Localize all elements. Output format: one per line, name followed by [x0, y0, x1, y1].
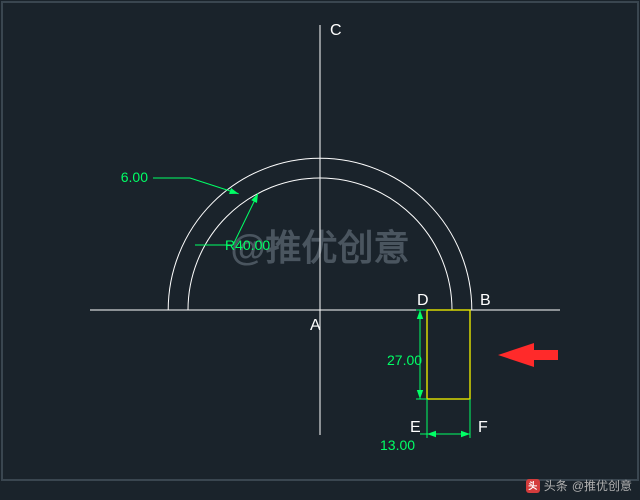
dim-arrow-icon — [417, 310, 423, 319]
dim-arrow-icon — [461, 431, 470, 437]
label-a: A — [310, 317, 321, 334]
dim-r40-text: R40.00 — [225, 237, 270, 253]
attribution-footer: 头 头条 @推优创意 — [526, 477, 632, 494]
rect-dbfe — [427, 310, 470, 399]
callout-arrow-icon — [498, 343, 558, 367]
dim-6-text: 6.00 — [121, 169, 148, 185]
dim-arrow-icon — [427, 431, 436, 437]
footer-label: 头条 — [544, 477, 568, 494]
footer-handle: @推优创意 — [572, 477, 632, 494]
label-c: C — [330, 22, 342, 39]
dim-27-text: 27.00 — [387, 352, 422, 368]
label-b: B — [480, 292, 491, 309]
dim-13-text: 13.00 — [380, 437, 415, 453]
dim-arrow-icon — [229, 188, 239, 194]
label-d: D — [417, 292, 429, 309]
label-f: F — [478, 419, 488, 436]
toutiao-logo-icon: 头 — [526, 479, 540, 493]
cad-diagram: @推优创意 6.00 R40.00 27.00 13.00 A B C D E F — [0, 0, 640, 500]
label-e: E — [410, 419, 421, 436]
dim-arrow-icon — [417, 390, 423, 399]
